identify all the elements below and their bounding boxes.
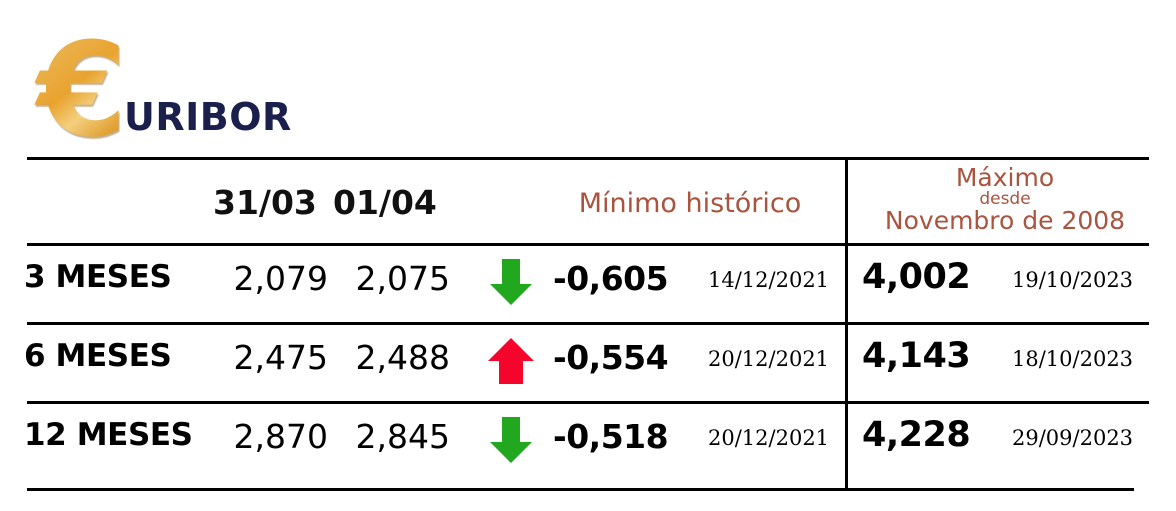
euribor-logo: € URIBOR [28, 25, 292, 155]
table-row: 6 MESES 2,475 2,488 -0,554 20/12/2021 4,… [0, 322, 1176, 401]
row-minimum-date: 20/12/2021 [708, 347, 830, 371]
row-minimum-date: 14/12/2021 [708, 268, 830, 292]
table-rule-bottom [27, 488, 1134, 491]
row-value-current: 2,845 [355, 417, 450, 456]
row-value-previous: 2,079 [233, 259, 328, 298]
row-minimum-value: -0,605 [553, 259, 669, 298]
header-date-columns: 31/03 01/04 [213, 183, 453, 222]
header-maximum-line3: Novembro de 2008 [884, 206, 1126, 236]
header-date-previous: 31/03 [213, 183, 317, 222]
row-maximum-value: 4,002 [862, 257, 971, 297]
trend-arrow-down-icon [482, 257, 544, 307]
logo-wordmark: URIBOR [124, 95, 292, 139]
row-minimum-date: 20/12/2021 [708, 426, 830, 450]
trend-arrow-up-icon [482, 336, 544, 386]
trend-arrow-down-icon [482, 415, 544, 465]
table-row: 3 MESES 2,079 2,075 -0,605 14/12/2021 4,… [0, 243, 1176, 322]
row-maximum-value: 4,143 [862, 336, 971, 376]
row-value-current: 2,075 [355, 259, 450, 298]
row-term: 12 MESES [24, 417, 193, 453]
header-date-current: 01/04 [333, 183, 437, 222]
row-term: 6 MESES [24, 338, 172, 374]
table-vertical-divider [845, 157, 848, 491]
header-maximum-line1: Máximo [955, 163, 1055, 192]
row-maximum-date: 29/09/2023 [1012, 426, 1134, 450]
row-minimum-value: -0,518 [553, 417, 669, 456]
row-minimum-value: -0,554 [553, 338, 669, 377]
row-value-previous: 2,475 [233, 338, 328, 377]
row-maximum-date: 19/10/2023 [1012, 268, 1134, 292]
header-maximum-label: Máximo desde Novembro de 2008 [855, 165, 1155, 234]
table-rule-top [27, 157, 1149, 160]
row-maximum-value: 4,228 [862, 415, 971, 455]
header-minimum-label: Mínimo histórico [578, 188, 802, 219]
table-rule-row2-bottom [27, 401, 1149, 404]
table-row: 12 MESES 2,870 2,845 -0,518 20/12/2021 4… [0, 401, 1176, 480]
row-value-current: 2,488 [355, 338, 450, 377]
table-rule-header-bottom [27, 243, 1149, 246]
euro-symbol-icon: € [28, 25, 136, 155]
row-maximum-date: 18/10/2023 [1012, 347, 1134, 371]
row-value-previous: 2,870 [233, 417, 328, 456]
row-term: 3 MESES [24, 259, 172, 295]
header-maximum-line2: desde [979, 188, 1031, 209]
table-rule-row1-bottom [27, 322, 1149, 325]
